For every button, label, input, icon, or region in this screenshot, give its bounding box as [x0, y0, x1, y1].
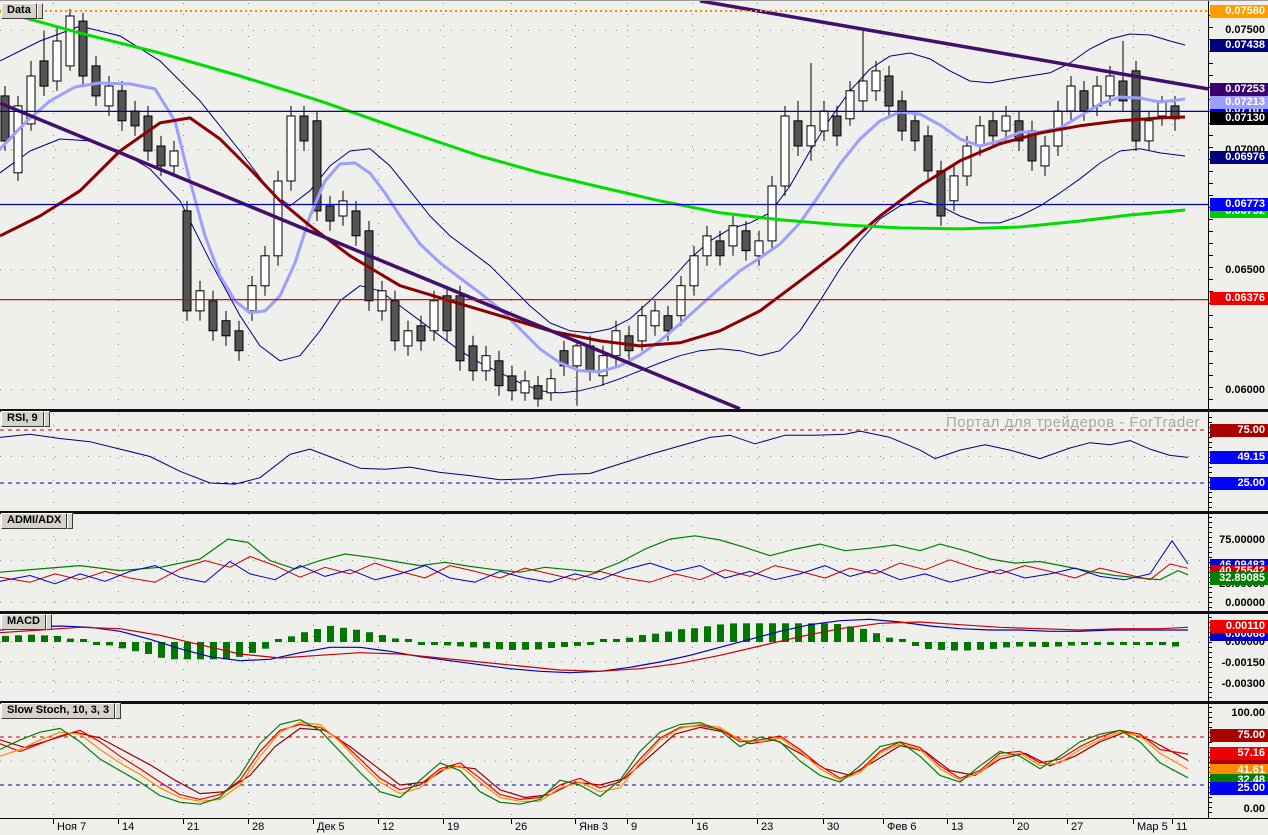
trendlines[interactable]: [0, 1, 1209, 411]
x-axis-label: Дек 5: [317, 821, 345, 833]
panel-button-data[interactable]: Data: [1, 3, 43, 19]
y-axis-label-main: 0.06376: [1210, 292, 1268, 305]
y-axis-label-main: 0.07580: [1210, 5, 1268, 18]
main-price-panel: [0, 1, 1209, 411]
y-axis-label-macd: -0.00300: [1221, 678, 1265, 690]
x-axis-label: 26: [515, 821, 528, 833]
watermark: Портал для трейдеров - ForTrader: [946, 414, 1201, 431]
y-axis-label-main: 0.06976: [1210, 151, 1268, 164]
candlesticks: [0, 9, 1180, 407]
y-axis-label-stoch: 25.00: [1210, 782, 1268, 795]
x-axis-label: 27: [1071, 821, 1084, 833]
y-axis-label-main: 0.06500: [1225, 264, 1265, 276]
y-axis-label-adx: 75.00000: [1219, 534, 1265, 546]
rsi-panel: [0, 429, 1208, 485]
x-axis-label: Фев 6: [887, 821, 917, 833]
y-axis-label-adx: 0.00000: [1225, 597, 1265, 609]
panel-button-rsi-label: RSI, 9: [7, 412, 38, 424]
x-axis-label: 9: [631, 821, 638, 833]
y-axis-label-adx: 32.89085: [1210, 572, 1268, 585]
stoch-panel: [0, 719, 1208, 805]
macd-histogram: [2, 623, 1179, 660]
y-axis-label-main: 0.07253: [1210, 83, 1268, 96]
panel-button-data-label: Data: [7, 4, 31, 16]
y-axis-label-stoch: 57.16: [1210, 747, 1268, 760]
y-axis-label-main: 0.07130: [1210, 112, 1268, 125]
x-axis-label: 11: [1176, 821, 1188, 833]
x-axis-label: 30: [827, 821, 840, 833]
y-axis-label-stoch: 100.00: [1231, 707, 1265, 719]
bollinger-bands: [0, 25, 1186, 394]
y-axis-label-main: 0.07500: [1225, 24, 1265, 36]
panel-button-stoch-label: Slow Stoch, 10, 3, 3: [7, 704, 110, 716]
x-axis-label: 13: [951, 821, 964, 833]
adx-panel: [0, 535, 1208, 603]
y-axis-label-macd: 0.00110: [1210, 620, 1268, 633]
y-axis-label-macd: -0.00150: [1221, 657, 1265, 669]
y-axis-label-main: 0.06773: [1210, 198, 1268, 211]
x-axis-label: 19: [447, 821, 460, 833]
x-axis-label: Мар 5: [1137, 821, 1168, 833]
y-axis-label-stoch: 41.61: [1210, 764, 1268, 777]
y-axis-label-main: 0.07438: [1210, 39, 1268, 52]
panel-button-rsi[interactable]: RSI, 9: [1, 411, 50, 427]
x-axis-label: 12: [382, 821, 395, 833]
x-axis-label: 21: [187, 821, 200, 833]
y-axis-label-rsi: 49.15: [1210, 451, 1268, 464]
y-axis-label-stoch: 0.00: [1243, 803, 1265, 815]
x-axis-label: 14: [122, 821, 135, 833]
y-axis-label-stoch: 75.00: [1210, 729, 1268, 742]
macd-panel: [0, 618, 1208, 683]
x-axis-label: Янв 3: [579, 821, 609, 833]
y-axis-label-rsi: 25.00: [1210, 477, 1268, 490]
panel-button-macd-label: MACD: [7, 615, 40, 627]
x-axis-label: 16: [696, 821, 709, 833]
x-axis-label: 28: [252, 821, 265, 833]
panel-button-adx[interactable]: ADMI/ADX: [1, 513, 74, 529]
panel-button-adx-label: ADMI/ADX: [7, 514, 62, 526]
y-axis-label-rsi: 75.00: [1210, 424, 1268, 437]
y-axis-label-main: 0.07213: [1210, 96, 1268, 109]
x-axis-label: Ноя 7: [57, 821, 87, 833]
x-axis-label: 23: [761, 821, 774, 833]
x-axis-label: 20: [1017, 821, 1030, 833]
panel-button-macd[interactable]: MACD: [1, 614, 52, 630]
y-axis-label-main: 0.06000: [1225, 384, 1265, 396]
panel-button-stoch[interactable]: Slow Stoch, 10, 3, 3: [1, 703, 122, 719]
